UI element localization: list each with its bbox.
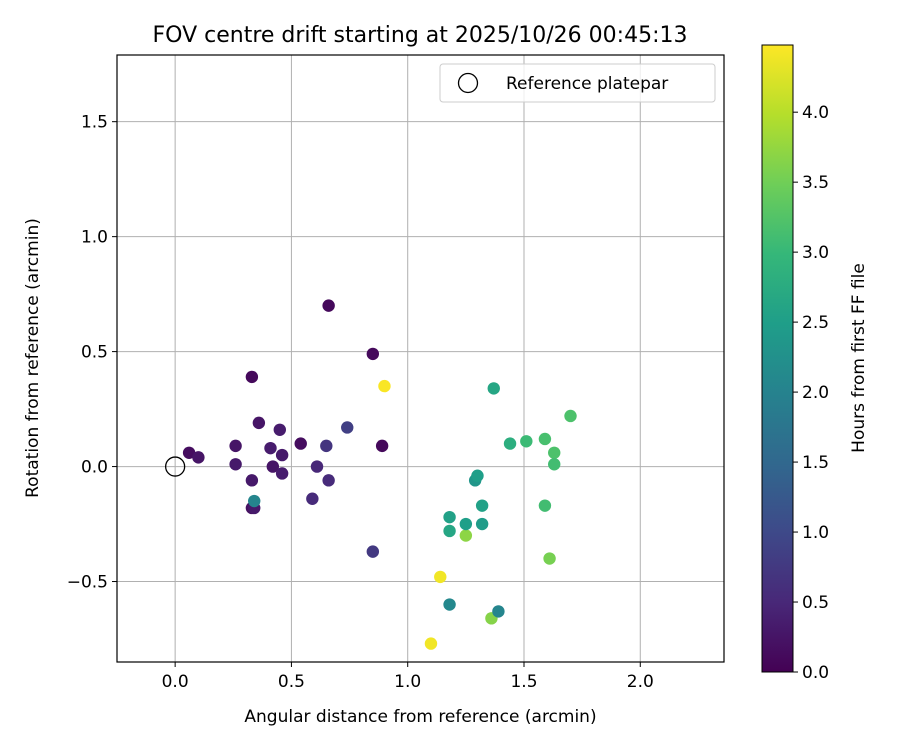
colorbar-tick-label: 0.5 <box>802 593 829 613</box>
data-point <box>543 552 556 565</box>
data-point <box>434 570 447 584</box>
legend-marker-reference-icon <box>457 72 479 94</box>
data-point <box>424 637 438 650</box>
colorbar-tick-label: 3.0 <box>802 243 829 263</box>
colorbar-tick-label: 3.5 <box>802 173 829 193</box>
data-point <box>266 460 280 473</box>
data-point <box>538 432 552 446</box>
data-point <box>459 529 473 542</box>
data-point <box>475 517 489 531</box>
x-tick-label: 0.5 <box>278 672 305 692</box>
data-point <box>475 499 489 512</box>
colorbar-tick-label: 2.5 <box>802 313 829 333</box>
colorbar-ticks: 0.0 0.5 1.0 1.5 2.0 2.5 3.0 3.5 4.0 <box>793 103 829 683</box>
data-point <box>229 458 242 471</box>
x-tick-label: 1.5 <box>510 672 537 692</box>
data-point <box>320 439 333 453</box>
data-point <box>378 379 391 393</box>
colorbar <box>761 44 794 673</box>
data-point <box>487 382 500 395</box>
data-point <box>520 435 533 448</box>
y-tick-label: 0.0 <box>81 458 108 478</box>
data-point <box>492 605 505 618</box>
data-point <box>182 446 196 459</box>
data-point <box>245 474 259 487</box>
data-point <box>248 494 261 508</box>
colorbar-tick-label: 4.0 <box>802 103 829 123</box>
colorbar-tick-label: 0.0 <box>802 663 829 683</box>
data-point <box>252 416 266 430</box>
data-point <box>443 524 456 538</box>
data-point <box>443 598 456 611</box>
data-point <box>322 299 335 312</box>
data-point <box>306 492 319 505</box>
data-point <box>294 437 307 450</box>
data-point <box>366 545 380 558</box>
data-point <box>548 446 561 459</box>
colorbar-tick-label: 2.0 <box>802 383 829 403</box>
y-axis-ticks: −0.5 0.0 0.5 1.0 1.5 <box>67 113 117 593</box>
y-tick-label: −0.5 <box>67 573 108 593</box>
data-point <box>322 474 335 487</box>
data-point <box>229 439 242 453</box>
colorbar-label: Hours from first FF file <box>849 263 869 453</box>
colorbar-tick-label: 1.0 <box>802 523 829 543</box>
data-point <box>459 517 473 531</box>
data-point <box>192 451 205 464</box>
x-tick-label: 0.0 <box>162 672 189 692</box>
chart-title: FOV centre drift starting at 2025/10/26 … <box>153 23 688 48</box>
x-tick-label: 1.0 <box>394 672 421 692</box>
data-point <box>273 423 286 436</box>
x-axis-label: Angular distance from reference (arcmin) <box>244 707 596 727</box>
legend-entry-label: Reference platepar <box>506 74 668 94</box>
reference-point-marker <box>164 456 186 477</box>
plot-frame <box>116 54 725 663</box>
data-point <box>443 510 456 524</box>
reference-layer <box>164 456 186 477</box>
data-point <box>538 499 552 512</box>
data-point <box>548 458 561 471</box>
data-point <box>275 448 289 462</box>
data-point <box>471 469 484 482</box>
data-point <box>564 409 577 423</box>
colorbar-tick-label: 1.5 <box>802 453 829 473</box>
data-point <box>341 421 354 434</box>
data-points <box>182 299 577 650</box>
grid <box>117 55 724 662</box>
data-point <box>264 441 277 455</box>
data-point <box>366 347 380 361</box>
y-tick-label: 1.0 <box>81 228 108 248</box>
data-point <box>310 460 324 473</box>
legend: Reference platepar <box>439 63 716 103</box>
y-tick-label: 1.5 <box>81 113 108 133</box>
y-axis-label: Rotation from reference (arcmin) <box>23 218 43 498</box>
data-point <box>245 370 259 384</box>
data-point <box>275 467 289 480</box>
x-axis-ticks: 0.0 0.5 1.0 1.5 2.0 <box>162 662 654 692</box>
x-tick-label: 2.0 <box>627 672 654 692</box>
legend-box <box>439 63 716 103</box>
y-tick-label: 0.5 <box>81 343 108 363</box>
data-point <box>503 437 517 450</box>
data-point <box>375 439 389 453</box>
